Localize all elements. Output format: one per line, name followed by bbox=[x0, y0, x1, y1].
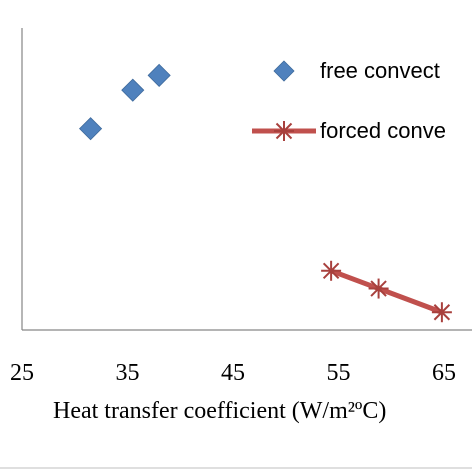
legend-marker-forced-convection bbox=[274, 121, 294, 141]
x-tick-label: 45 bbox=[221, 360, 245, 386]
series-layer bbox=[79, 63, 452, 323]
data-point-forced-convection bbox=[368, 278, 389, 299]
series-forced-convection bbox=[321, 260, 452, 323]
series-line-forced-convection bbox=[330, 268, 443, 315]
x-axis-label: Heat transfer coefficient (W/m²ºC) bbox=[53, 398, 387, 424]
axes: 25 35 45 55 65 bbox=[0, 28, 472, 469]
legend-label-free-convection: free convect bbox=[320, 58, 440, 83]
x-tick-label: 25 bbox=[10, 360, 34, 386]
legend-marker-free-convection bbox=[273, 60, 295, 82]
series-free-convection bbox=[79, 63, 171, 141]
x-tick-label: 65 bbox=[432, 360, 456, 386]
data-point-free-convection bbox=[147, 63, 171, 87]
x-tick-label: 55 bbox=[327, 360, 351, 386]
legend-label-forced-convection: forced conve bbox=[320, 118, 446, 143]
x-tick-label: 35 bbox=[116, 360, 140, 386]
data-point-free-convection bbox=[121, 78, 145, 102]
data-point-forced-convection bbox=[431, 302, 452, 323]
legend bbox=[252, 60, 316, 141]
data-point-free-convection bbox=[79, 117, 103, 141]
data-point-forced-convection bbox=[321, 260, 342, 281]
